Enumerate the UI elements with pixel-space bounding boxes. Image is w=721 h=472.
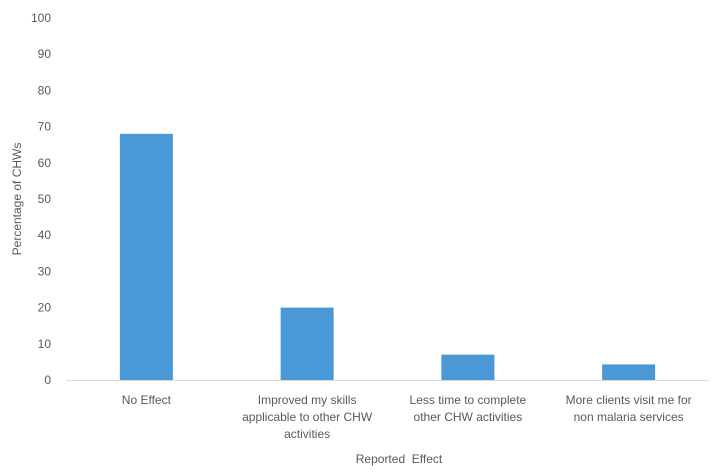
- x-tick-label-2-line-1: other CHW activities: [414, 410, 523, 424]
- y-axis-title: Percentage of CHWs: [10, 143, 24, 256]
- x-tick-label-1-line-1: applicable to other CHW: [242, 410, 373, 424]
- bar-3: [602, 364, 656, 380]
- y-tick-label-4: 40: [38, 228, 52, 242]
- y-tick-label-1: 10: [38, 337, 52, 351]
- x-tick-label-2: Less time to complete other CHW activitie…: [410, 393, 527, 424]
- x-tick-label-3: More clients visit me for non malaria ser…: [566, 393, 692, 424]
- bar-0: [119, 133, 173, 380]
- x-axis-labels: No Effect Improved my skills applicable to…: [122, 393, 692, 441]
- x-tick-label-0-line-0: No Effect: [122, 393, 172, 407]
- x-tick-label-1-line-0: Improved my skills: [258, 393, 357, 407]
- x-axis-title: Reported Effect: [356, 452, 443, 466]
- x-tick-label-2-line-0: Less time to complete: [410, 393, 527, 407]
- x-tick-label-1-line-2: activities: [284, 427, 330, 441]
- bar-1: [280, 307, 334, 380]
- y-tick-label-2: 20: [38, 301, 52, 315]
- y-tick-label-9: 90: [38, 47, 52, 61]
- x-tick-label-3-line-0: More clients visit me for: [566, 393, 692, 407]
- y-axis-ticks: 0 10 20 30 40 50 60 70 80 90 100: [31, 11, 51, 387]
- x-tick-label-1: Improved my skills applicable to other CH…: [242, 393, 373, 441]
- bar-2: [441, 354, 495, 380]
- y-tick-label-10: 100: [31, 11, 51, 25]
- y-tick-label-3: 30: [38, 264, 52, 278]
- y-tick-label-0: 0: [44, 373, 51, 387]
- y-tick-label-7: 70: [38, 120, 52, 134]
- y-tick-label-6: 60: [38, 156, 52, 170]
- x-tick-label-3-line-1: non malaria services: [574, 410, 684, 424]
- x-tick-label-0: No Effect: [122, 393, 172, 407]
- bars: [119, 133, 656, 380]
- y-tick-label-5: 50: [38, 192, 52, 206]
- y-tick-label-8: 80: [38, 83, 52, 97]
